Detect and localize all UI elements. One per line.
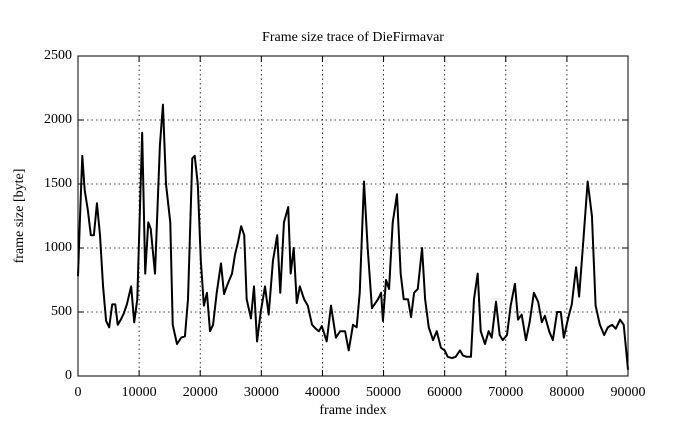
y-tick-label: 1500 xyxy=(44,176,72,191)
x-tick-label: 50000 xyxy=(366,385,401,400)
x-tick-label: 90000 xyxy=(611,385,646,400)
x-tick-label: 30000 xyxy=(244,385,279,400)
y-tick-label: 1000 xyxy=(44,240,72,255)
x-tick-label: 60000 xyxy=(427,385,462,400)
y-tick-label: 500 xyxy=(51,304,72,319)
y-tick-label: 2000 xyxy=(44,112,72,127)
x-tick-label: 20000 xyxy=(183,385,218,400)
x-tick-label: 10000 xyxy=(122,385,157,400)
y-tick-label: 2500 xyxy=(44,48,72,63)
y-axis-label: frame size [byte] xyxy=(12,169,27,264)
x-tick-label: 80000 xyxy=(549,385,584,400)
chart-title: Frame size trace of DieFirmavar xyxy=(262,30,444,45)
x-tick-label: 70000 xyxy=(488,385,523,400)
data-line xyxy=(77,103,629,370)
y-tick-label: 0 xyxy=(65,368,72,383)
plot-frame xyxy=(77,55,629,377)
x-tick-label: 40000 xyxy=(305,385,340,400)
x-tick-label: 0 xyxy=(75,385,82,400)
x-axis-label: frame index xyxy=(319,403,386,418)
